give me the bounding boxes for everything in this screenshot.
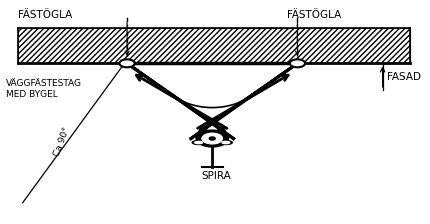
Circle shape [119,59,135,67]
Circle shape [202,133,222,144]
Ellipse shape [192,140,205,144]
Polygon shape [18,28,409,63]
Circle shape [209,137,215,140]
Text: FÄSTÖGLA: FÄSTÖGLA [286,10,340,20]
Circle shape [289,59,304,67]
Ellipse shape [221,141,229,144]
Text: FÄSTÖGLA: FÄSTÖGLA [18,10,73,20]
Text: Ca 90°: Ca 90° [52,126,72,158]
Ellipse shape [194,141,202,144]
Text: VÄGGFÄSTESTAG
MED BYGEL: VÄGGFÄSTESTAG MED BYGEL [6,79,81,99]
Circle shape [196,130,228,147]
Ellipse shape [219,140,232,144]
Text: FASAD: FASAD [386,72,420,82]
Text: SPIRA: SPIRA [201,171,231,181]
